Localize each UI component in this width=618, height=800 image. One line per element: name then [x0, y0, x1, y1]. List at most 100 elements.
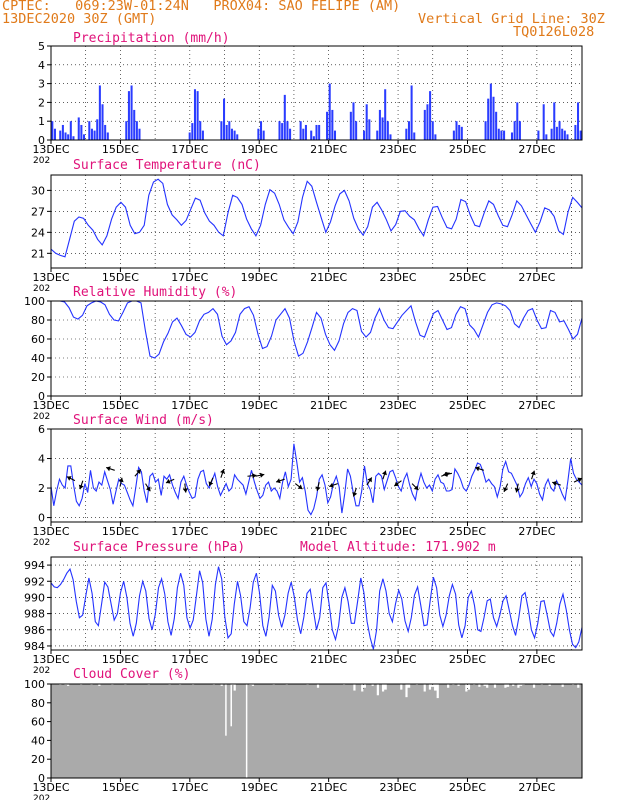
cloud-area-col — [298, 684, 302, 778]
precip-bar — [458, 124, 461, 140]
cloud-area-col — [147, 684, 151, 778]
cloud-area-col — [436, 698, 440, 778]
precip-bar — [90, 128, 93, 140]
precip-bar — [130, 85, 133, 140]
wind-arrow-head — [530, 470, 536, 476]
pres-ytick-label: 986 — [24, 624, 45, 637]
cloud-area-col — [230, 684, 234, 778]
precip-bar — [236, 134, 239, 140]
pres-series-line — [50, 566, 583, 650]
cloud-area-col — [316, 687, 320, 778]
cloud-area-col — [235, 684, 239, 778]
pres-xtick-label: 23DEC — [380, 653, 417, 666]
precip-bar — [426, 104, 429, 140]
cloud-area-col — [378, 684, 382, 778]
precip-bar — [201, 130, 204, 140]
cloud-area-col — [53, 684, 57, 778]
cloud-area-col — [464, 691, 468, 778]
cloud-area-col — [449, 684, 453, 778]
cloud-area-col — [509, 684, 513, 778]
precip-bar — [318, 124, 321, 140]
cloud-area-col — [454, 684, 458, 778]
precip-bar — [333, 130, 337, 140]
cloud-year-label: 202 — [33, 794, 50, 800]
rh-ytick-label: 40 — [31, 352, 45, 365]
rh-series-line — [51, 300, 583, 359]
cloud-ytick-label: 40 — [31, 734, 45, 747]
cloud-area-col — [136, 684, 140, 778]
cloud-area-col — [214, 684, 218, 778]
precip-bar — [492, 96, 495, 140]
cloud-area-col — [574, 684, 578, 778]
precip-bar — [299, 121, 302, 140]
cloud-area-col — [175, 684, 179, 778]
cloud-area-col — [568, 684, 572, 778]
cloud-area-col — [251, 685, 255, 778]
cloud-area-col — [527, 684, 531, 778]
precip-bar — [503, 130, 506, 140]
rh-title: Relative Humidity (%) — [73, 285, 237, 300]
cloud-area-col — [199, 684, 203, 778]
wind-xtick-label: 23DEC — [380, 525, 417, 538]
cloud-area-col — [339, 684, 343, 778]
wind-arrow-head — [276, 478, 281, 484]
cloud-area-col — [418, 684, 422, 778]
pres-xtick-label: 15DEC — [102, 653, 139, 666]
precip-bar — [69, 121, 72, 140]
cloud-area-col — [397, 684, 401, 778]
precip-bar — [510, 132, 514, 140]
rh-ytick-label: 20 — [31, 371, 45, 384]
precip-ytick-label: 2 — [38, 96, 45, 109]
temp-ytick-label: 27 — [31, 205, 45, 218]
precip-bar — [452, 130, 455, 140]
cloud-area-col — [61, 684, 65, 778]
wind-panel: Surface Wind (m/s) 0 2 4 6 13DEC 15DEC 17DEC 19D… — [32, 413, 583, 548]
cloud-area-col — [329, 684, 333, 778]
precip-bar — [542, 104, 545, 140]
cloud-area-col — [425, 684, 429, 778]
cloud-area-col — [428, 689, 432, 778]
temp-xtick-label: 25DEC — [449, 271, 486, 284]
cloud-area-col — [480, 684, 484, 778]
cloud-area-col — [183, 684, 187, 778]
precip-bar — [67, 134, 70, 140]
wind-arrow-head — [66, 476, 72, 481]
precip-xtick-label: 23DEC — [380, 143, 417, 156]
cloud-area-col — [441, 684, 445, 778]
precip-bar — [138, 128, 141, 140]
cloud-area-col — [420, 684, 424, 778]
wind-arrow-head — [259, 472, 265, 478]
wind-ytick-label: 0 — [38, 512, 45, 525]
cloud-area-col — [519, 685, 523, 778]
wind-arrow-head — [475, 466, 480, 472]
precip-bar — [460, 126, 463, 140]
cloud-area-col — [373, 684, 377, 778]
wind-arrow-head — [78, 484, 84, 490]
rh-xtick-label: 17DEC — [171, 399, 208, 412]
cloud-area-col — [540, 684, 544, 778]
precip-bar — [365, 104, 368, 140]
wind-arrow — [366, 477, 373, 486]
precip-bar — [553, 102, 556, 140]
cloud-area-col — [365, 684, 369, 778]
precip-title: Precipitation (mm/h) — [73, 31, 230, 46]
precip-bar — [423, 109, 426, 140]
pres-xtick-label: 27DEC — [518, 653, 555, 666]
cloud-panel: Cloud Cover (%) 0 20 40 60 80 100 13DEC 15DEC 17D… — [24, 667, 583, 800]
precip-bar — [133, 109, 136, 140]
cloud-ytick-label: 20 — [31, 753, 45, 766]
cloud-area-col — [553, 684, 557, 778]
cloud-area-col — [280, 684, 284, 778]
precip-bar — [315, 124, 318, 140]
temp-xtick-label: 21DEC — [310, 271, 347, 284]
wind-arrow-head — [118, 477, 124, 483]
cloud-area-col — [381, 691, 385, 778]
wind-xtick-label: 13DEC — [32, 525, 69, 538]
header-line3-right: TQ0126L028 — [513, 24, 595, 40]
wind-arrow-head — [106, 466, 111, 472]
cloud-area-col — [139, 684, 143, 778]
precip-bar — [405, 128, 408, 140]
wind-arrow — [247, 473, 257, 479]
precip-frame — [50, 45, 583, 141]
precip-bar — [51, 121, 54, 140]
